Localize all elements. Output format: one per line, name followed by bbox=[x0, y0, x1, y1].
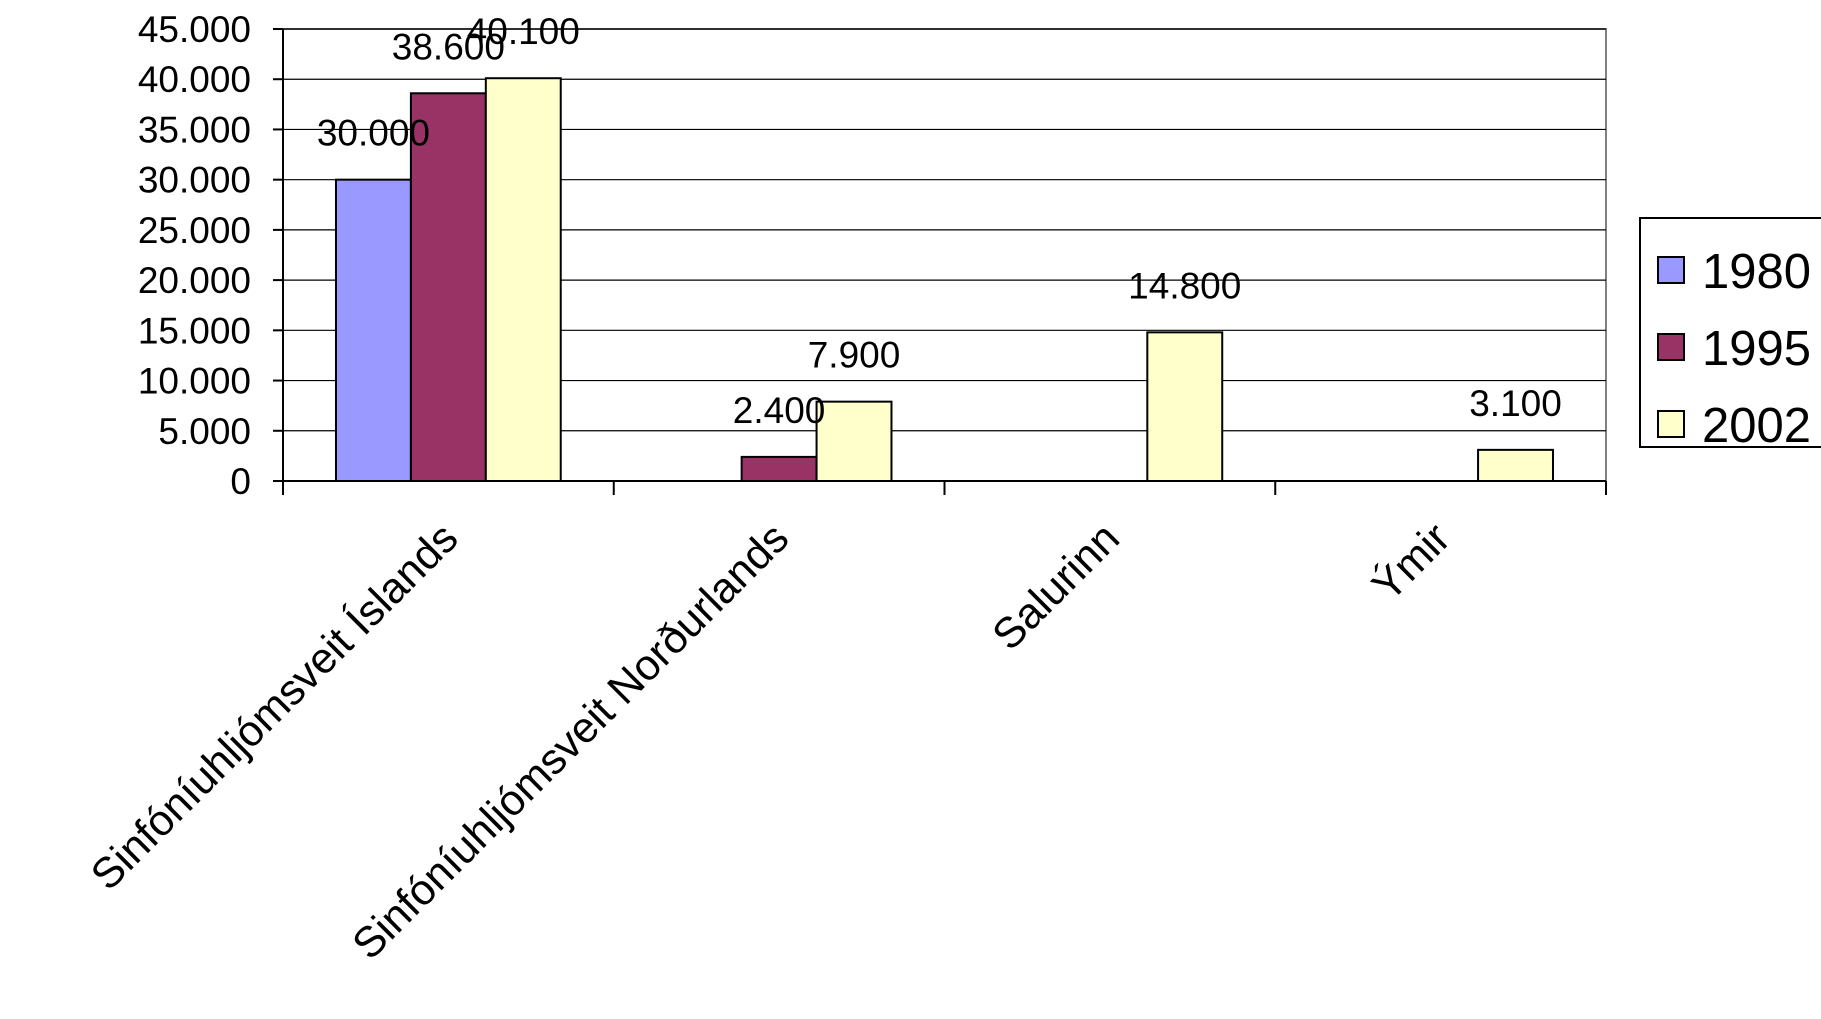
category-label-group: Sinfóníuhljómsveit Íslands bbox=[82, 514, 467, 899]
bars bbox=[334, 77, 1554, 483]
bar-1980-0 bbox=[334, 178, 412, 483]
data-label: 14.800 bbox=[1128, 265, 1241, 306]
y-tick-label: 0 bbox=[230, 461, 251, 502]
data-label: 2.400 bbox=[733, 390, 826, 431]
legend-label: 1980 bbox=[1702, 245, 1811, 299]
y-tick-label: 20.000 bbox=[138, 260, 251, 301]
y-tick-label: 30.000 bbox=[138, 160, 251, 201]
category-label: Ýmir bbox=[1363, 514, 1459, 610]
data-label: 38.600 bbox=[392, 26, 505, 67]
legend-swatch-1980 bbox=[1657, 256, 1685, 284]
category-labels: Sinfóníuhljómsveit ÍslandsSinfóníuhljóms… bbox=[82, 514, 1460, 969]
bar-1995-0 bbox=[409, 92, 487, 482]
x-axis-ticks bbox=[282, 481, 1607, 495]
legend-label: 2002 bbox=[1702, 399, 1811, 453]
category-label: Salurinn bbox=[983, 514, 1128, 659]
data-labels: 30.000 38.600 2.400 40.100 7.900 14.800 3.100 bbox=[317, 11, 1562, 431]
category-label-group: Salurinn bbox=[983, 514, 1128, 659]
y-tick-label: 40.000 bbox=[138, 59, 251, 100]
y-tick-label: 25.000 bbox=[138, 210, 251, 251]
y-tick-label: 35.000 bbox=[138, 109, 251, 150]
bar-2002-2 bbox=[1146, 331, 1224, 482]
bar-2002-3 bbox=[1477, 448, 1554, 482]
y-tick-label: 10.000 bbox=[138, 361, 251, 402]
category-label-group: Ýmir bbox=[1363, 514, 1459, 610]
bar-1995-1 bbox=[740, 455, 818, 483]
category-label: Sinfóníuhljómsveit Íslands bbox=[82, 514, 467, 899]
data-label: 40.100 bbox=[467, 11, 580, 52]
legend-swatch-1995 bbox=[1657, 333, 1685, 361]
legend-label: 1995 bbox=[1702, 322, 1811, 376]
y-tick-label: 45.000 bbox=[138, 9, 251, 50]
legend: 1980 1995 2002 bbox=[1639, 217, 1821, 453]
bar-2002-1 bbox=[815, 400, 893, 483]
y-tick-label: 5.000 bbox=[158, 411, 251, 452]
bar-2002-0 bbox=[484, 77, 562, 483]
data-label: 7.900 bbox=[808, 335, 901, 376]
data-label: 3.100 bbox=[1469, 383, 1562, 424]
y-axis-ticks: 0 5.000 10.000 15.000 20.000 25.000 30.000 35.0… bbox=[138, 9, 283, 502]
legend-swatch-2002 bbox=[1657, 410, 1685, 438]
y-tick-label: 15.000 bbox=[138, 310, 251, 351]
data-label: 30.000 bbox=[317, 113, 430, 154]
